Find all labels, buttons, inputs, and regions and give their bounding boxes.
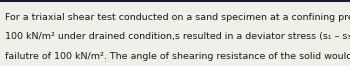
Text: 100 kN/m² under drained condition,s resulted in a deviator stress (s₁ – s₃) at: 100 kN/m² under drained condition,s resu…	[5, 32, 350, 41]
Text: failutre of 100 kN/m². The angle of shearing resistance of the solid would be: failutre of 100 kN/m². The angle of shea…	[5, 52, 350, 61]
Text: For a triaxial shear test conducted on a sand specimen at a confining pressure o: For a triaxial shear test conducted on a…	[5, 13, 350, 22]
